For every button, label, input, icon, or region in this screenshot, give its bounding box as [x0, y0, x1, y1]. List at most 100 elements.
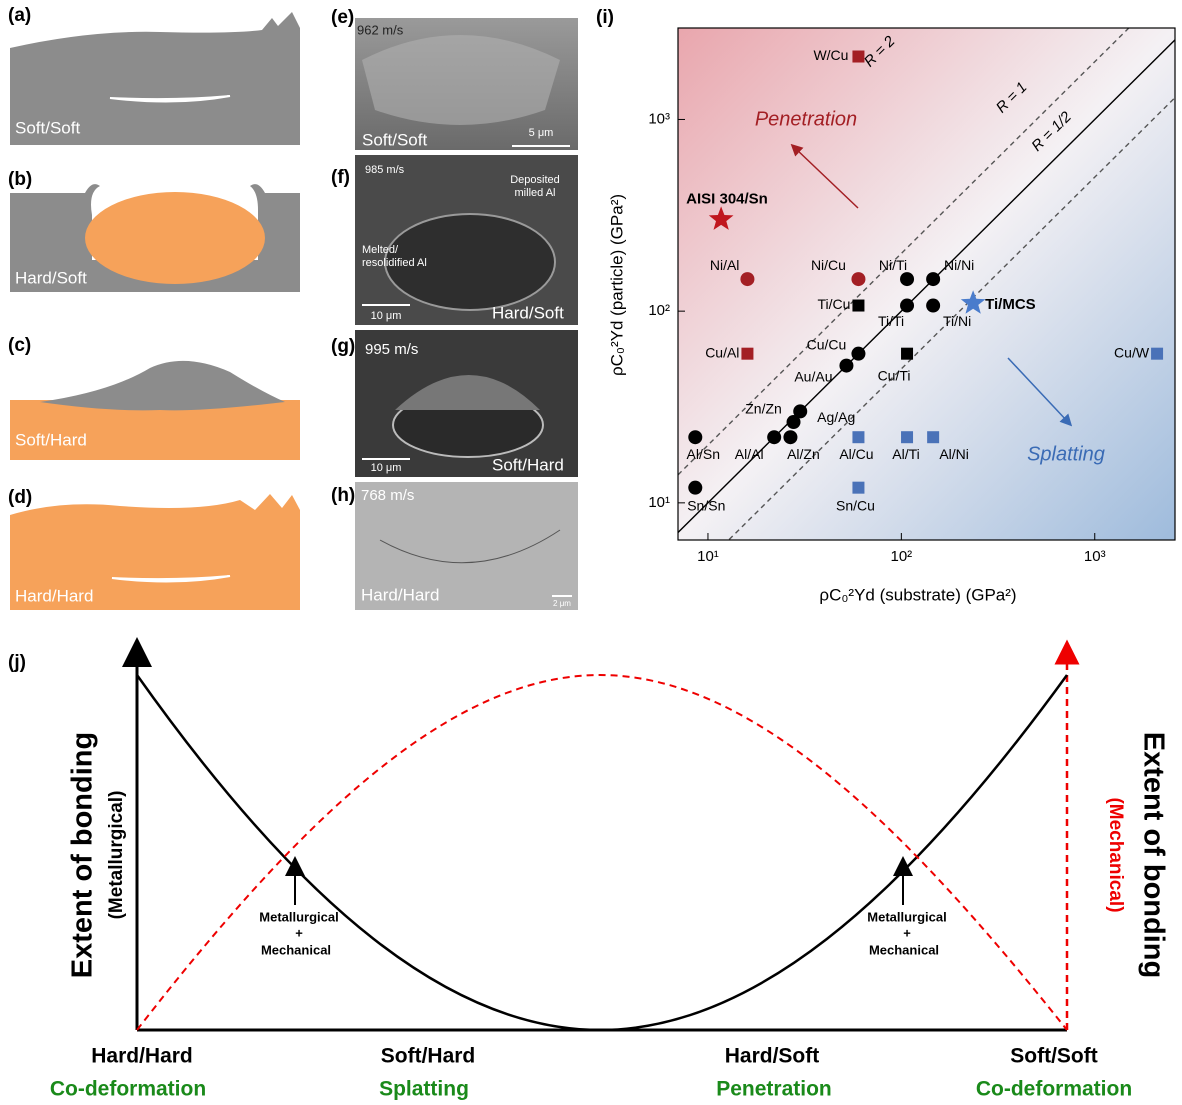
point	[901, 431, 913, 443]
caption: Hard/Soft	[15, 268, 87, 287]
schematics	[10, 12, 300, 610]
point-label: Cu/Ti	[878, 367, 911, 383]
point	[900, 272, 914, 286]
point	[901, 348, 913, 360]
point	[900, 299, 914, 313]
particle	[40, 361, 285, 410]
panel-label: (h)	[331, 485, 355, 506]
point-label: Ti/Ni	[943, 313, 971, 329]
junction-label: Metallurgical	[259, 909, 338, 924]
point	[783, 430, 797, 444]
point-label: Ti/Cu	[818, 296, 851, 312]
point	[767, 430, 781, 444]
junction-label: +	[903, 925, 911, 940]
x-tick-label: 10²	[891, 548, 913, 565]
panel-label: (f)	[331, 167, 350, 188]
particle	[85, 192, 265, 284]
point	[926, 272, 940, 286]
annotation: Splatting	[1027, 443, 1105, 465]
point-label: Al/Al	[735, 446, 764, 462]
speed: 768 m/s	[361, 487, 414, 504]
panel-label: (j)	[8, 652, 26, 673]
y-tick-label: 10³	[648, 110, 670, 127]
panel-label: (g)	[331, 336, 355, 357]
panel-label: (e)	[331, 7, 354, 28]
y-axis-label: ρC₀²Yd (particle) (GPa²)	[607, 194, 626, 376]
point	[926, 299, 940, 313]
category: Hard/Soft	[725, 1045, 820, 1068]
point	[852, 51, 864, 63]
scale: 2 μm	[553, 599, 571, 608]
point	[688, 430, 702, 444]
point-label: Ti/MCS	[985, 296, 1036, 313]
caption: Hard/Soft	[492, 303, 564, 322]
mechanism: Splatting	[379, 1078, 469, 1101]
point	[852, 482, 864, 494]
point-label: Al/Sn	[687, 446, 720, 462]
left-axis-subtitle: (Metallurgical)	[106, 791, 127, 920]
caption: Hard/Hard	[361, 585, 439, 604]
right-axis-title: Extent of bonding	[1137, 732, 1169, 978]
x-tick-label: 10³	[1084, 548, 1106, 565]
panel-label: (d)	[8, 487, 32, 508]
point-label: Cu/Al	[705, 344, 739, 360]
annotation: Penetration	[755, 108, 857, 130]
junction-label: Mechanical	[869, 942, 939, 957]
point	[851, 347, 865, 361]
junction-label: +	[295, 925, 303, 940]
point-label: Sn/Sn	[687, 497, 725, 513]
caption: Soft/Hard	[492, 455, 564, 474]
note: Melted/	[362, 244, 399, 256]
point-label: Ni/Cu	[811, 257, 846, 273]
x-axis-label: ρC₀²Yd (substrate) (GPa²)	[819, 585, 1016, 604]
point	[852, 431, 864, 443]
point-label: Ni/Al	[710, 257, 740, 273]
point-label: Ni/Ni	[944, 257, 974, 273]
point	[1151, 348, 1163, 360]
point-label: Al/Cu	[839, 446, 873, 462]
point-label: AISI 304/Sn	[686, 190, 768, 207]
note: Deposited	[510, 174, 560, 186]
y-tick-label: 10²	[648, 302, 670, 319]
caption: Soft/Soft	[362, 130, 427, 149]
point	[740, 272, 754, 286]
left-axis-title: Extent of bonding	[67, 732, 99, 978]
point-label: Cu/W	[1114, 344, 1150, 360]
page: { "panels": [ {"label": "(a)", "caption"…	[0, 0, 1182, 1105]
point-label: Zn/Zn	[745, 401, 782, 417]
caption: Soft/Soft	[15, 118, 80, 137]
point-label: Au/Au	[794, 368, 832, 384]
category: Soft/Soft	[1010, 1045, 1097, 1068]
point-label: Al/Ti	[892, 446, 919, 462]
junction-label: Metallurgical	[867, 909, 946, 924]
sem-feature	[362, 35, 560, 125]
scale: 10 μm	[371, 462, 402, 474]
right-axis-subtitle: (Mechanical)	[1105, 797, 1126, 912]
category: Hard/Hard	[91, 1045, 193, 1068]
note: resolidified Al	[362, 257, 427, 269]
panel-label: (b)	[8, 169, 32, 190]
scale: 5 μm	[529, 127, 554, 139]
point-label: Cu/Cu	[807, 336, 847, 352]
point	[851, 272, 865, 286]
mechanism: Penetration	[716, 1078, 832, 1101]
caption: Soft/Hard	[15, 430, 87, 449]
panel-label: (i)	[596, 7, 614, 28]
mechanical-curve	[137, 675, 1067, 1030]
speed: 995 m/s	[365, 341, 418, 358]
point-label: Ti/Ti	[878, 313, 904, 329]
mechanism: Co-deformation	[976, 1078, 1132, 1101]
point	[688, 481, 702, 495]
point-label: Al/Zn	[787, 446, 820, 462]
speed: 985 m/s	[365, 164, 405, 176]
panel-label: (a)	[8, 5, 31, 26]
panel-label: (c)	[8, 335, 31, 356]
point-label: W/Cu	[813, 47, 848, 63]
point	[787, 415, 801, 429]
point	[839, 359, 853, 373]
point	[852, 300, 864, 312]
metallurgical-curve	[137, 675, 1067, 1030]
caption: Hard/Hard	[15, 586, 93, 605]
speed: 962 m/s	[357, 22, 404, 37]
point-label: Ag/Ag	[817, 409, 855, 425]
